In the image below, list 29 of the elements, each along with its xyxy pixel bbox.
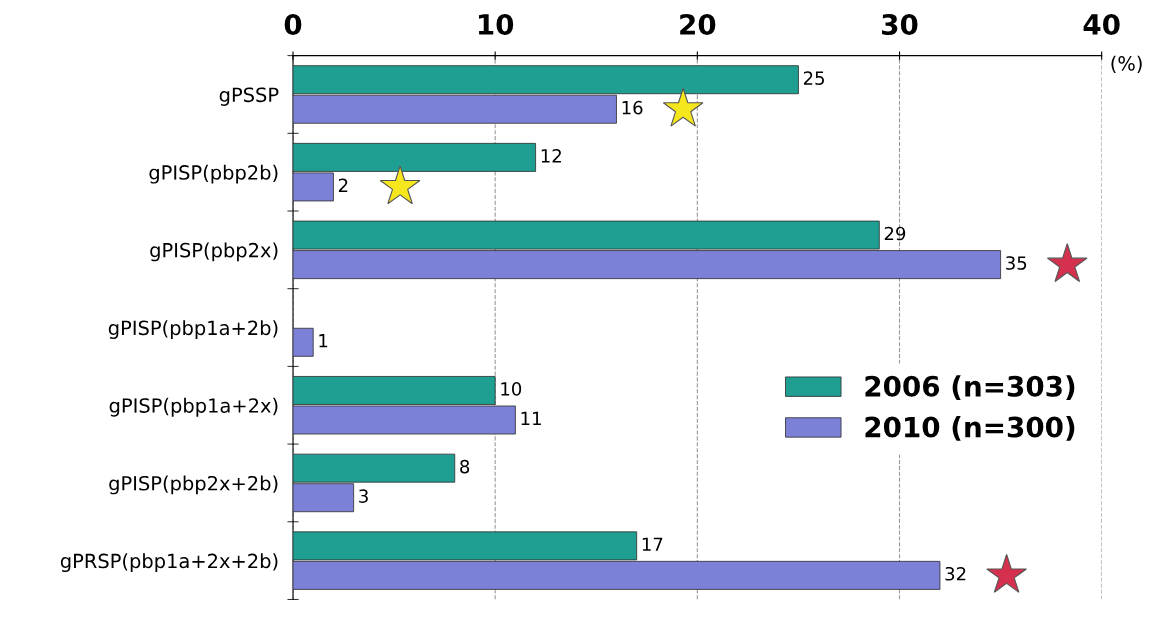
bar	[293, 327, 314, 357]
data-label: 17	[642, 537, 663, 551]
y-tick-label: gPISP(pbp1a+2b)	[108, 320, 278, 339]
data-label: 35	[1006, 256, 1027, 270]
data-label: 10	[501, 382, 522, 396]
data-label: 3	[359, 489, 368, 503]
y-tick-label: gPISP(pbp2b)	[149, 164, 278, 184]
x-tick-label: 30	[882, 13, 918, 35]
x-tick-label: 0	[284, 13, 302, 35]
data-label: 2	[338, 178, 348, 192]
data-label: 29	[884, 226, 906, 241]
y-tick-label: gPSSP	[219, 87, 279, 106]
data-label: 11	[521, 411, 541, 425]
y-tick-label: gPISP(pbp2x+2b)	[109, 475, 278, 495]
legend-label: 2010 (n=300)	[865, 416, 1075, 441]
y-tick-label: gPRSP(pbp1a+2x+2b)	[60, 553, 278, 573]
data-label: 12	[541, 148, 561, 163]
x-axis-title: (%)	[1111, 55, 1142, 73]
x-tick-label: 20	[680, 13, 716, 35]
x-tick-label: 10	[478, 13, 514, 35]
data-label: 32	[945, 566, 966, 581]
data-label: 25	[803, 71, 824, 85]
legend-label: 2006 (n=303)	[865, 375, 1075, 401]
y-tick-label: gPISP(pbp2x)	[150, 242, 278, 262]
data-label: 8	[460, 459, 470, 474]
y-tick-label: gPISP(pbp1a+2x)	[109, 397, 278, 417]
x-tick-label: 40	[1083, 13, 1120, 35]
data-label: 16	[622, 100, 643, 115]
data-label: 1	[319, 334, 328, 348]
